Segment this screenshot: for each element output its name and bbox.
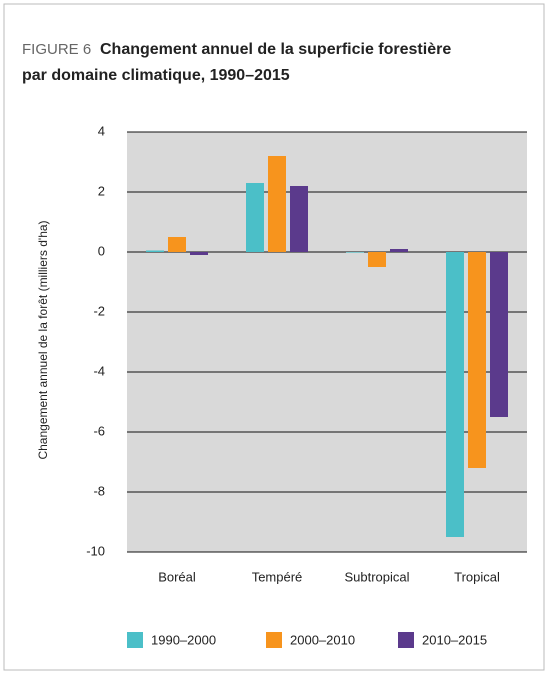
bar bbox=[146, 250, 164, 252]
chart-title: Changement annuel de la superficie fores… bbox=[100, 41, 451, 58]
bar bbox=[168, 237, 186, 252]
x-tick-label: Boréal bbox=[158, 569, 196, 584]
y-tick-label: 0 bbox=[98, 243, 105, 258]
bar bbox=[468, 252, 486, 468]
legend-label: 2000–2010 bbox=[290, 632, 355, 647]
legend-swatch bbox=[398, 632, 414, 648]
legend-swatch bbox=[266, 632, 282, 648]
plot-area bbox=[127, 132, 527, 552]
y-tick-label: -2 bbox=[93, 303, 105, 318]
bar bbox=[190, 252, 208, 255]
x-tick-label: Subtropical bbox=[344, 569, 409, 584]
y-axis-label: Changement annuel de la forêt (milliers … bbox=[36, 220, 50, 459]
bar bbox=[490, 252, 508, 417]
bar bbox=[346, 252, 364, 253]
y-tick-label: 2 bbox=[98, 183, 105, 198]
y-tick-label: -10 bbox=[86, 543, 105, 558]
x-tick-label: Tempéré bbox=[252, 569, 303, 584]
y-tick-label: -8 bbox=[93, 483, 105, 498]
figure-label: FIGURE 6 bbox=[22, 41, 91, 58]
bar bbox=[446, 252, 464, 537]
y-tick-label: -4 bbox=[93, 363, 105, 378]
legend-label: 2010–2015 bbox=[422, 632, 487, 647]
bar bbox=[246, 183, 264, 252]
y-tick-label: 4 bbox=[98, 123, 105, 138]
bar bbox=[368, 252, 386, 267]
bar bbox=[268, 156, 286, 252]
bar bbox=[290, 186, 308, 252]
x-tick-label: Tropical bbox=[454, 569, 500, 584]
legend-label: 1990–2000 bbox=[151, 632, 216, 647]
legend-swatch bbox=[127, 632, 143, 648]
chart-title-line2: par domaine climatique, 1990–2015 bbox=[22, 67, 290, 84]
bar bbox=[390, 249, 408, 252]
y-tick-label: -6 bbox=[93, 423, 105, 438]
